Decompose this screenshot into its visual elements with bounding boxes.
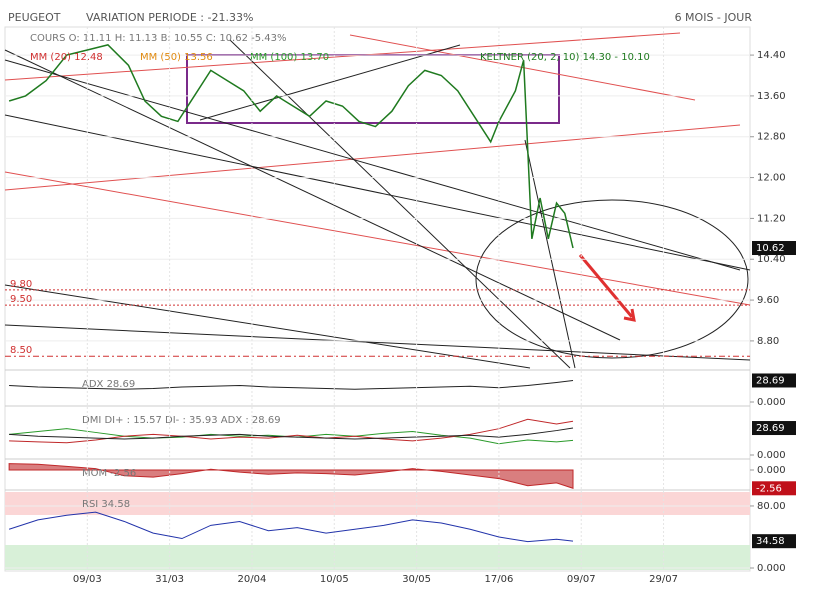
rsi-overbought-zone bbox=[5, 492, 750, 515]
y-tick-label: 0.000 bbox=[757, 465, 786, 476]
panel-label: RSI 34.58 bbox=[82, 499, 130, 510]
series-line bbox=[9, 427, 574, 440]
panel-label: DMI DI+ : 15.57 DI- : 35.93 ADX : 28.69 bbox=[82, 415, 281, 426]
legend-entry: MM (100) 13.70 bbox=[250, 52, 329, 63]
level-label: 8.50 bbox=[10, 345, 32, 356]
value-badge bbox=[752, 534, 796, 549]
series-line bbox=[8, 511, 574, 543]
legend-entry: MM (20) 12.48 bbox=[30, 52, 103, 63]
y-tick-label: 14.40 bbox=[757, 50, 786, 61]
value-badge bbox=[752, 481, 796, 496]
panel-label: MOM -2.56 bbox=[82, 468, 136, 479]
value-label: 28.69 bbox=[756, 423, 785, 434]
x-tick-label: 31/03 bbox=[155, 574, 184, 585]
x-tick-label: 17/06 bbox=[485, 574, 514, 585]
y-tick-label: 12.00 bbox=[757, 173, 786, 184]
value-badge bbox=[752, 421, 796, 436]
x-tick-label: 20/04 bbox=[238, 574, 267, 585]
value-badge bbox=[752, 241, 796, 256]
legend-entry: KELTNER (20, 2, 10) 14.30 - 10.10 bbox=[480, 52, 650, 63]
rsi-oversold-zone bbox=[5, 545, 750, 570]
x-tick-label: 10/05 bbox=[320, 574, 349, 585]
variation: VARIATION PERIODE : -21.33% bbox=[86, 11, 253, 24]
y-tick-label: 80.00 bbox=[757, 501, 786, 512]
level-label: 9.50 bbox=[10, 294, 32, 305]
y-tick-label: 11.20 bbox=[757, 213, 786, 224]
y-tick-label: 13.60 bbox=[757, 91, 786, 102]
y-tick-label: 9.60 bbox=[757, 295, 779, 306]
x-tick-label: 29/07 bbox=[649, 574, 678, 585]
y-tick-label: 0.000 bbox=[757, 397, 786, 408]
value-label: 28.69 bbox=[756, 375, 785, 386]
drawings bbox=[4, 32, 751, 369]
legend-entry: MM (50) 13.56 bbox=[140, 52, 213, 63]
level-label: 9.80 bbox=[10, 279, 32, 290]
series-line bbox=[9, 379, 574, 390]
x-tick-label: 30/05 bbox=[402, 574, 431, 585]
x-tick-label: 09/03 bbox=[73, 574, 102, 585]
y-tick-label: 10.40 bbox=[757, 254, 786, 265]
y-tick-label: 12.80 bbox=[757, 132, 786, 143]
period: 6 MOIS - JOUR bbox=[675, 11, 753, 24]
value-label: -2.56 bbox=[756, 483, 782, 494]
panel-label: COURS O: 11.11 H: 11.13 B: 10.55 C: 10.6… bbox=[30, 33, 287, 44]
plot-frame bbox=[4, 26, 751, 572]
value-badge bbox=[752, 373, 796, 388]
value-label: 34.58 bbox=[756, 536, 785, 547]
symbol: PEUGEOT bbox=[8, 11, 61, 24]
y-tick-label: 0.000 bbox=[757, 450, 786, 461]
y-tick-label: 8.80 bbox=[757, 336, 779, 347]
value-label: 10.62 bbox=[756, 243, 785, 254]
layer: 8.80 9.60 10.40 11.20 12.00 12.80 13.60 14.40 9.… bbox=[5, 27, 796, 585]
x-tick-label: 09/07 bbox=[567, 574, 596, 585]
panel-label: ADX 28.69 bbox=[82, 379, 135, 390]
series-area bbox=[8, 463, 574, 489]
y-tick-label: 0.000 bbox=[757, 563, 786, 574]
